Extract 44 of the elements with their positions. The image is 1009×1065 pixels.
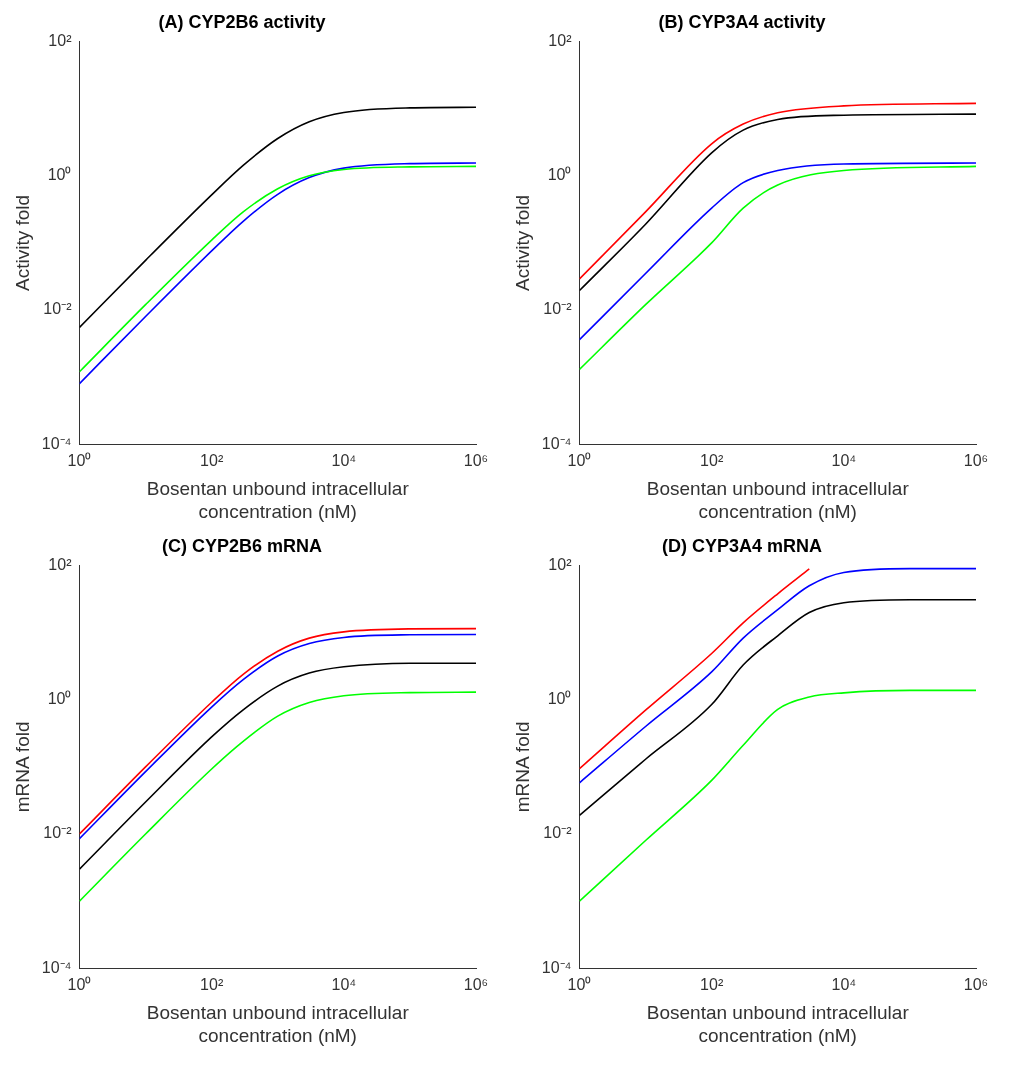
x-tick-label: 10⁰ (567, 976, 592, 994)
x-axis-title: Bosentan unbound intracellular concentration (nM) (146, 478, 410, 522)
y-axis-title: mRNA fold (11, 721, 33, 813)
y-tick-label: 10⁻⁴ (541, 434, 572, 452)
y-tick-label: 10⁻⁴ (41, 434, 72, 452)
y-tick-label: 10⁻² (43, 300, 73, 318)
y-tick-label: 10⁻² (543, 824, 573, 842)
x-tick-label: 10⁰ (67, 976, 92, 994)
chart-title: (B) CYP3A4 activity (658, 11, 826, 32)
x-axis-title: Bosentan unbound intracellular concentration (nM) (646, 478, 910, 522)
x-axis-title: Bosentan unbound intracellular concentration (nM) (646, 1002, 910, 1046)
y-tick-label: 10⁰ (547, 690, 572, 708)
y-tick-label: 10⁰ (47, 166, 72, 184)
y-tick-label: 10⁻² (43, 824, 73, 842)
y-tick-label: 10⁰ (547, 166, 572, 184)
y-tick-label: 10⁰ (47, 690, 72, 708)
y-tick-label: 10² (548, 556, 573, 574)
x-tick-label: 10⁴ (831, 452, 857, 470)
x-tick-label: 10² (700, 452, 724, 470)
x-tick-label: 10⁴ (831, 976, 857, 994)
y-tick-label: 10² (48, 556, 73, 574)
chart-title: (A) CYP2B6 activity (158, 11, 326, 32)
y-tick-label: 10⁻² (543, 300, 573, 318)
y-axis-title: Activity fold (511, 194, 533, 291)
y-tick-label: 10⁻⁴ (41, 958, 72, 976)
x-tick-label: 10⁶ (963, 976, 989, 994)
x-tick-label: 10⁶ (463, 452, 489, 470)
x-tick-label: 10⁰ (567, 452, 592, 470)
chart-title: (C) CYP2B6 mRNA (161, 535, 323, 556)
x-tick-label: 10⁶ (963, 452, 989, 470)
x-tick-label: 10² (700, 976, 724, 994)
x-tick-label: 10⁰ (67, 452, 92, 470)
x-axis-title: Bosentan unbound intracellular concentration (nM) (146, 1002, 410, 1046)
y-axis-title: Activity fold (11, 194, 33, 291)
x-tick-label: 10² (200, 976, 224, 994)
x-tick-label: 10⁶ (463, 976, 489, 994)
y-tick-label: 10² (48, 32, 73, 50)
x-tick-label: 10² (200, 452, 224, 470)
y-tick-label: 10⁻⁴ (541, 958, 572, 976)
x-tick-label: 10⁴ (331, 452, 357, 470)
chart-title: (D) CYP3A4 mRNA (661, 535, 823, 556)
y-axis-title: mRNA fold (511, 721, 533, 813)
x-tick-label: 10⁴ (331, 976, 357, 994)
y-tick-label: 10² (548, 32, 573, 50)
